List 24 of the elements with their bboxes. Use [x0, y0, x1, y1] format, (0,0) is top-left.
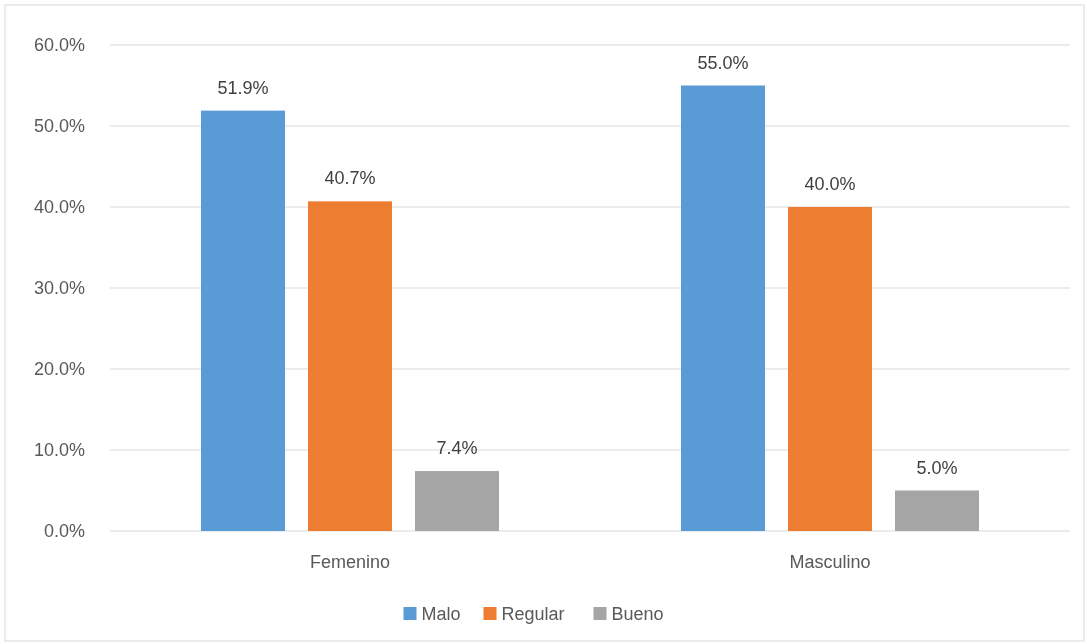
legend-label: Malo — [421, 604, 461, 624]
y-tick-label: 60.0% — [33, 35, 85, 55]
data-label: 7.4% — [436, 438, 478, 459]
y-tick-label: 50.0% — [33, 116, 85, 136]
bar — [415, 471, 499, 531]
y-tick-label: 0.0% — [43, 521, 85, 541]
bar — [788, 207, 872, 531]
y-tick-label: 10.0% — [33, 440, 85, 460]
legend-label: Regular — [501, 604, 565, 624]
bar — [201, 110, 285, 531]
bar — [681, 85, 765, 531]
data-label: 5.0% — [916, 457, 958, 478]
bar — [895, 490, 979, 531]
y-tick-label: 20.0% — [33, 359, 85, 379]
bar — [308, 201, 392, 531]
data-label: 55.0% — [697, 52, 749, 73]
data-label: 51.9% — [217, 77, 269, 98]
x-tick-label: Masculino — [789, 552, 871, 572]
y-tick-label: 40.0% — [33, 197, 85, 217]
legend-label: Bueno — [611, 604, 664, 624]
data-label: 40.7% — [324, 168, 376, 189]
x-tick-label: Femenino — [309, 552, 391, 572]
data-label: 40.0% — [804, 174, 856, 194]
y-tick-label: 30.0% — [33, 278, 85, 298]
